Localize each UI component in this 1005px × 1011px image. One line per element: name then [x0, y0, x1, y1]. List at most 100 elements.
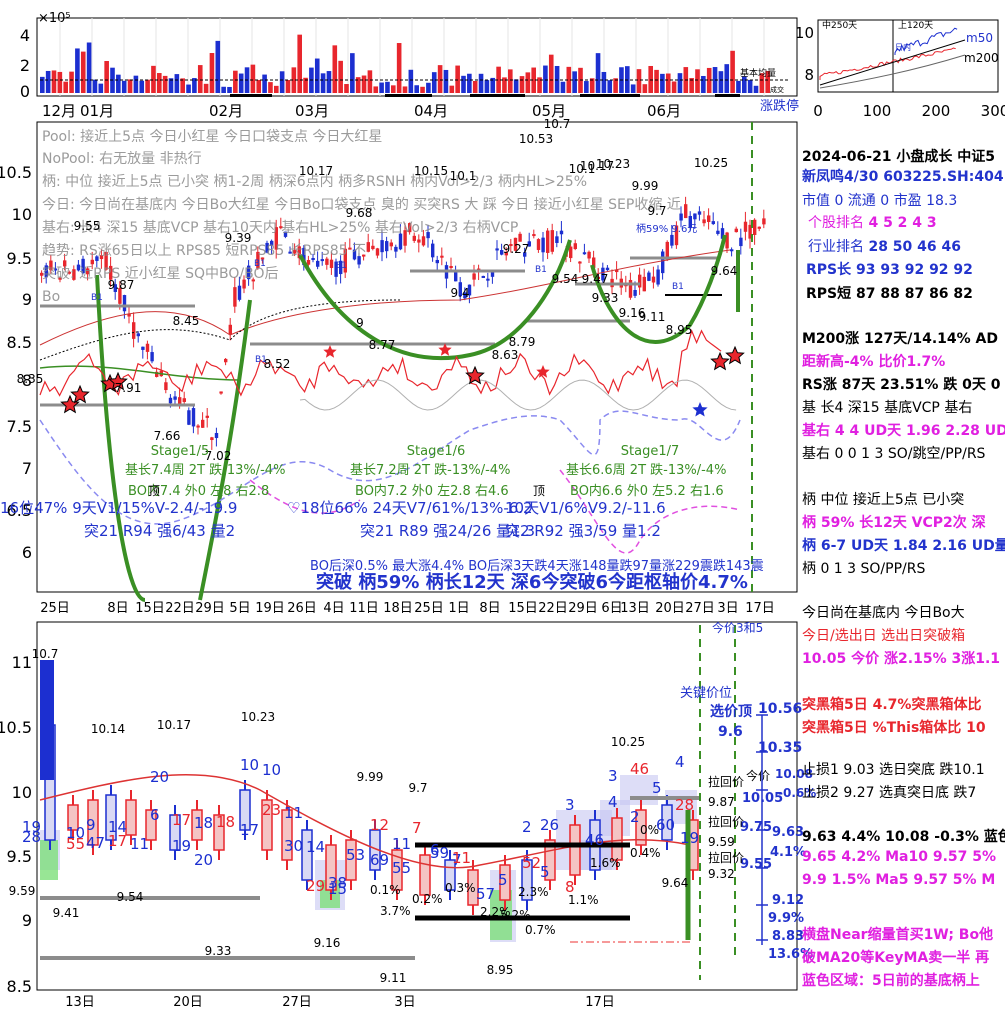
mini-recent-line: [894, 27, 958, 55]
volume-bar: [57, 71, 63, 93]
candle-body: [191, 408, 196, 427]
candle-body: [716, 230, 720, 234]
volume-bar: [601, 71, 607, 93]
price-label: 8.77: [369, 338, 396, 352]
volume-bar: [320, 73, 326, 93]
candle-body: [316, 260, 320, 267]
rs-star: [108, 371, 128, 391]
candle-body: [449, 265, 453, 268]
lower-ytick: 9: [22, 911, 32, 930]
candle-body: [233, 287, 237, 307]
candle-body: [573, 243, 577, 249]
candle-body: [743, 221, 748, 232]
candle-body: [431, 243, 435, 258]
box-number: 17: [108, 832, 127, 850]
candle-body: [53, 268, 58, 271]
lower-xtick: 20日: [173, 995, 203, 1010]
mini-xtick: 200: [922, 102, 951, 120]
rank-values: 4 5 2 4 3: [868, 215, 937, 231]
volume-ytick: 4: [20, 26, 30, 45]
top-label: 顶: [533, 484, 545, 498]
price-label: 10.1: [569, 162, 596, 176]
month-tick: 01月: [80, 102, 114, 120]
lower-candle-body: [345, 839, 357, 881]
price-label: 9: [356, 316, 364, 330]
main-xtick: 17日: [745, 601, 775, 616]
candle-body: [642, 276, 646, 292]
box-number: 8: [565, 878, 575, 896]
stage-label: Stage1/6: [407, 444, 466, 459]
volume-bar: [636, 69, 642, 93]
candle-body: [707, 215, 711, 223]
lower-candle-body: [419, 854, 431, 896]
side-line: 今日尚在基底内 今日Bo大: [802, 605, 965, 621]
candle-body: [67, 271, 71, 274]
volume-bar: [765, 70, 770, 93]
rank-label: 行业排名: [808, 239, 864, 255]
volume-bar: [186, 84, 191, 93]
rank-row-1: 行业排名 28 50 46 46: [802, 236, 961, 256]
volume-bar: [461, 75, 466, 93]
volume-bar: [502, 77, 507, 93]
volume-bar: [759, 73, 765, 93]
main-ytick: 7: [22, 459, 32, 478]
price-label: 8.35: [17, 372, 44, 386]
candle-body: [210, 437, 214, 441]
side-line: 9.65 4.2% Ma10 9.57 5%: [802, 849, 997, 865]
mini-xtick: 100: [863, 102, 892, 120]
candle-body: [155, 371, 159, 377]
mini-m50: [819, 39, 966, 86]
volume-bar: [238, 73, 244, 93]
lower-price-label: 9.33: [205, 944, 232, 958]
candle-body: [615, 269, 619, 273]
volume-bar: [537, 77, 542, 93]
candle-body: [730, 249, 734, 252]
lower-candle-body: [569, 824, 581, 876]
box-number: 30: [284, 837, 303, 855]
volume-bar: [689, 78, 694, 93]
candle-body: [260, 257, 265, 260]
candle-body: [242, 279, 246, 289]
volume-bar: [192, 78, 197, 93]
price-label: 7.02: [205, 449, 232, 463]
main-xtick: 1日: [448, 601, 469, 616]
volume-bar: [584, 81, 589, 93]
volume-bar: [613, 78, 618, 93]
candle-body: [536, 239, 541, 250]
volume-bar: [197, 65, 203, 93]
candle-body: [339, 260, 343, 275]
main-ytick: 9.5: [7, 249, 32, 268]
candle-body: [486, 278, 490, 281]
mini-price-line: [819, 47, 956, 80]
stage-line1: 基长7.4周 2T 跌-13%/-4%: [125, 462, 285, 478]
candle-body: [748, 224, 752, 239]
candle-body: [302, 247, 306, 266]
candle-body: [90, 259, 94, 265]
volume-bar: [490, 77, 496, 93]
main-ytick: 6.5: [7, 501, 32, 520]
side-line: 止损1 9.03 选日突底 跌10.1: [802, 762, 985, 778]
candle-body: [633, 289, 637, 296]
volume-bar: [151, 65, 156, 93]
volume-ytick: 2: [20, 56, 30, 75]
top-label: 顶: [148, 484, 160, 498]
mini-xtick: 300: [981, 102, 1005, 120]
candle-body: [122, 295, 127, 312]
pct-label: 0.1%: [370, 883, 401, 897]
rs-star: [725, 345, 745, 365]
lower-candle-body: [145, 809, 157, 841]
candle-body: [582, 252, 587, 255]
volume-bar: [513, 79, 519, 93]
candle-body: [325, 258, 329, 265]
green-box: [490, 890, 512, 940]
candle-body: [550, 230, 554, 252]
lower-price-label: 10.14: [91, 722, 125, 736]
price-label: 10.1: [450, 169, 477, 183]
volume-bar: [724, 64, 730, 93]
box-number: 11: [284, 804, 303, 822]
main-xtick: 27日: [685, 601, 715, 616]
candle-body: [99, 255, 104, 260]
volume-bar: [753, 85, 759, 93]
volume-bar: [250, 64, 256, 93]
box-number: 11: [452, 849, 471, 867]
